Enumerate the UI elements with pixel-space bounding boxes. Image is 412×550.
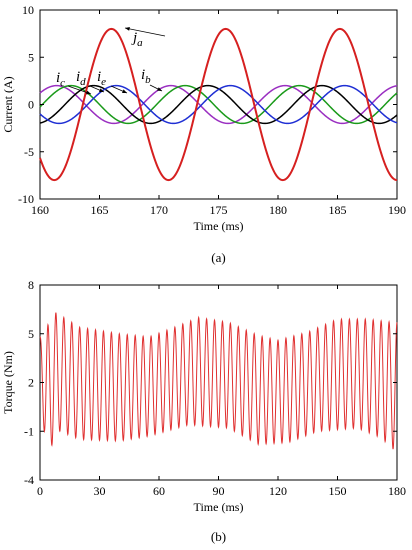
annotation-arrowhead-ja [125,26,130,31]
x-tick-label: 60 [153,484,165,498]
y-tick-label: -10 [18,192,34,206]
x-tick-label: 165 [91,203,109,217]
y-tick-label: 8 [28,278,34,292]
annotation-arrowhead-id [99,88,104,92]
y-tick-label: 5 [28,327,34,341]
y-tick-label: -4 [24,473,34,487]
panel-label-b: (b) [211,529,226,544]
current-x-axis-label: Time (ms) [194,219,244,233]
torque-series-group [39,312,398,450]
x-tick-label: 185 [329,203,347,217]
x-tick-label: 160 [31,203,49,217]
x-tick-label: 150 [329,484,347,498]
current-panel: 160 165 170 175 180 185 190 -10 -5 0 5 10 ja ic id ie… [1,3,406,265]
y-tick-label: 5 [28,50,34,64]
x-tick-label: 120 [269,484,287,498]
annotation-label-ib: ib [141,67,151,86]
y-tick-label: -1 [24,424,34,438]
current-annotations: ja ic id ie ib [56,26,166,95]
current-y-ticks: -10 -5 0 5 10 [18,3,397,206]
annotation-label-ie: ie [97,69,106,88]
x-tick-label: 180 [269,203,287,217]
torque-y-axis-label: Torque (Nm) [1,351,15,414]
x-tick-label: 180 [388,484,406,498]
series-line-ja [39,27,398,182]
torque-x-axis-label: Time (ms) [194,500,244,514]
annotation-arrowhead-ib [157,87,162,91]
torque-x-ticks: 0 30 60 90 120 150 180 [37,285,406,498]
annotation-pointer-ja [124,27,166,37]
current-y-axis-label: Current (A) [1,76,15,132]
torque-panel: 0 30 60 90 120 150 180 -4 -1 2 5 8 Time (ms) Torqu… [1,278,406,544]
y-tick-label: -5 [24,145,34,159]
x-tick-label: 175 [210,203,228,217]
y-tick-label: 2 [28,376,34,390]
series-line-torque [39,312,398,450]
x-tick-label: 170 [150,203,168,217]
torque-y-ticks: -4 -1 2 5 8 [24,278,397,487]
annotation-label-id: id [76,69,86,88]
panel-label-a: (a) [211,250,225,265]
annotation-label-ja: ja [131,30,143,49]
current-x-ticks: 160 165 170 175 180 185 190 [31,10,406,217]
x-tick-label: 30 [94,484,106,498]
y-tick-label: 10 [22,3,34,17]
x-tick-label: 90 [213,484,225,498]
series-line-ib [39,84,398,125]
y-tick-label: 0 [28,98,34,112]
current-plot-frame [39,9,398,200]
x-tick-label: 0 [37,484,43,498]
annotation-arrowhead-ie [122,89,127,93]
x-tick-label: 190 [388,203,406,217]
current-series-group [39,27,398,182]
series-line-ie [39,84,398,125]
annotation-arrowhead-ic [86,90,91,95]
annotation-label-ic: ic [56,70,65,89]
series-line-id [39,84,398,125]
series-line-ic [39,84,398,125]
